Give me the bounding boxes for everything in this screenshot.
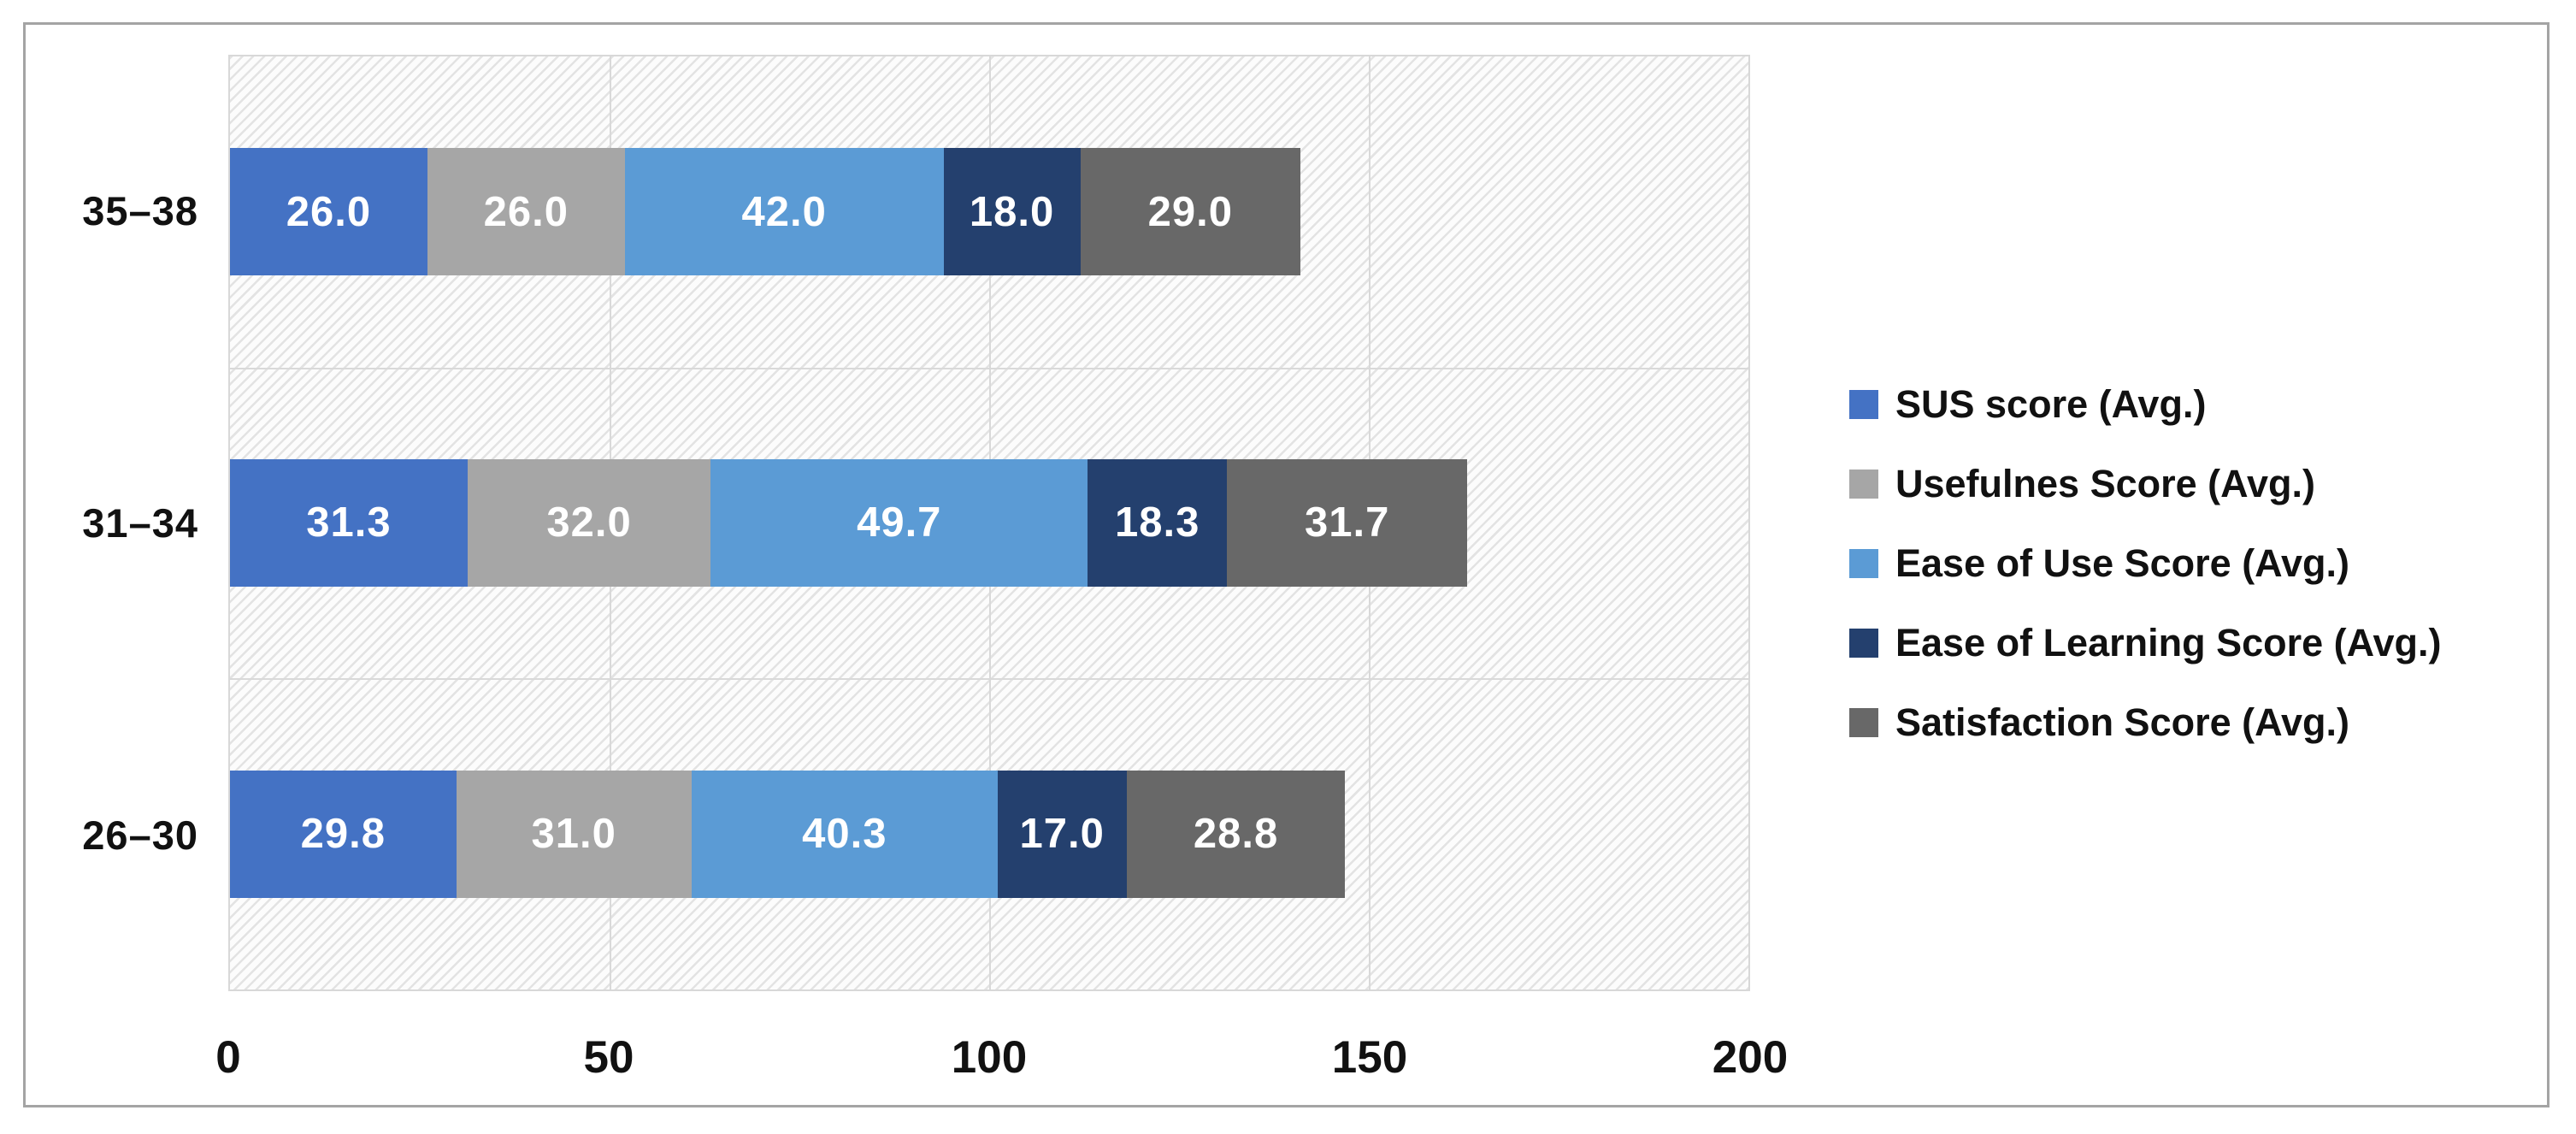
legend-label: Ease of Learning Score (Avg.)	[1895, 620, 2442, 664]
bar-segment: 28.8	[1126, 770, 1346, 898]
y-axis-label: 35–38	[82, 187, 198, 233]
legend-label: Satisfaction Score (Avg.)	[1895, 700, 2349, 744]
x-axis-tick: 0	[215, 1032, 241, 1083]
bar-segment: 29.0	[1080, 148, 1301, 276]
bar-segment: 31.3	[230, 458, 468, 588]
legend-item: Ease of Use Score (Avg.)	[1849, 523, 2441, 603]
stacked-bar: 31.3 32.0 49.7 18.3 31.7	[230, 458, 1748, 588]
data-label: 31.0	[531, 811, 616, 858]
category-band: 29.8 31.0 40.3 17.0 28.8	[230, 678, 1748, 989]
bar-segment: 17.0	[997, 770, 1127, 898]
legend-label: Ease of Use Score (Avg.)	[1895, 540, 2350, 585]
stacked-bar: 26.0 26.0 42.0 18.0 29.0	[230, 148, 1748, 276]
category-band: 26.0 26.0 42.0 18.0 29.0	[230, 56, 1748, 368]
x-axis-tick: 200	[1712, 1032, 1789, 1083]
y-axis-label: 26–30	[82, 812, 198, 858]
bar-rows: 26.0 26.0 42.0 18.0 29.0 31.3 32.0 49.7 18.3 31.…	[230, 56, 1748, 989]
data-label: 18.3	[1114, 499, 1200, 546]
bar-segment: 18.3	[1088, 458, 1227, 588]
data-label: 31.7	[1304, 499, 1390, 546]
bar-segment: 18.0	[943, 148, 1081, 276]
x-axis: 0 50 100 150 200	[215, 1024, 1788, 1092]
data-label: 40.3	[802, 811, 887, 858]
x-axis-tick: 150	[1331, 1032, 1408, 1083]
plot-area: 26.0 26.0 42.0 18.0 29.0 31.3 32.0 49.7 18.3 31.…	[228, 55, 1750, 991]
data-label: 17.0	[1019, 811, 1105, 858]
stacked-bar: 29.8 31.0 40.3 17.0 28.8	[230, 770, 1748, 898]
legend-swatch	[1849, 548, 1878, 578]
bar-segment: 32.0	[467, 458, 711, 588]
legend-swatch	[1849, 707, 1878, 737]
data-label: 49.7	[857, 499, 942, 546]
bar-segment: 40.3	[691, 770, 998, 898]
data-label: 26.0	[483, 188, 569, 235]
y-axis-label: 31–34	[82, 499, 198, 546]
bar-segment: 26.0	[427, 148, 625, 276]
data-label: 42.0	[741, 188, 827, 235]
bar-segment: 49.7	[710, 458, 1088, 588]
legend-swatch	[1849, 469, 1878, 499]
legend-item: Satisfaction Score (Avg.)	[1849, 682, 2441, 762]
legend-item: Usefulnes Score (Avg.)	[1849, 444, 2441, 523]
bar-segment: 42.0	[624, 148, 944, 276]
legend-item: Ease of Learning Score (Avg.)	[1849, 603, 2441, 682]
data-label: 29.0	[1147, 188, 1233, 235]
x-axis-tick: 50	[583, 1032, 634, 1083]
data-label: 28.8	[1193, 811, 1279, 858]
y-axis: 35–38 31–34 26–30	[34, 55, 198, 991]
x-axis-tick: 100	[951, 1032, 1028, 1083]
legend: SUS score (Avg.) Usefulnes Score (Avg.) …	[1849, 364, 2441, 762]
bar-segment: 31.0	[456, 770, 692, 898]
category-band: 31.3 32.0 49.7 18.3 31.7	[230, 368, 1748, 679]
legend-label: SUS score (Avg.)	[1895, 381, 2207, 426]
legend-swatch	[1849, 628, 1878, 658]
bar-segment: 29.8	[230, 770, 457, 898]
data-label: 26.0	[286, 188, 372, 235]
gridline-horizontal-1	[230, 367, 1748, 369]
legend-label: Usefulnes Score (Avg.)	[1895, 461, 2315, 505]
bar-segment: 31.7	[1226, 458, 1468, 588]
data-label: 18.0	[969, 188, 1055, 235]
data-label: 32.0	[546, 499, 632, 546]
data-label: 29.8	[300, 811, 386, 858]
legend-item: SUS score (Avg.)	[1849, 364, 2441, 444]
data-label: 31.3	[306, 499, 392, 546]
bar-segment: 26.0	[230, 148, 427, 276]
legend-swatch	[1849, 389, 1878, 419]
gridline-horizontal-2	[230, 678, 1748, 681]
